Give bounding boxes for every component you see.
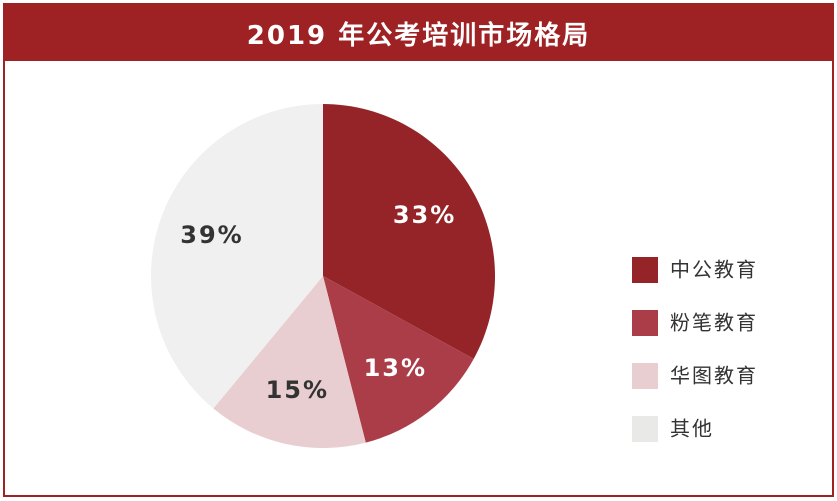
pie-slice-zhonggong: [323, 104, 495, 359]
chart-title: 2019 年公考培训市场格局: [246, 20, 591, 51]
legend-swatch-other: [632, 416, 658, 442]
pie-label-zhonggong: 33%: [393, 201, 456, 229]
pie-slices: [150, 104, 495, 449]
pie-slice-other: [150, 104, 323, 409]
pie-label-other: 39%: [180, 221, 243, 249]
legend-label-fenbi: 粉笔教育: [670, 311, 758, 335]
pie-label-huatu: 15%: [266, 376, 329, 404]
legend-swatch-zhonggong: [632, 257, 658, 283]
pie-slice-huatu: [213, 276, 366, 449]
title-bar: 2019 年公考培训市场格局: [5, 5, 832, 61]
legend-label-huatu: 华图教育: [670, 364, 758, 388]
legend-label-other: 其他: [670, 417, 714, 441]
legend-swatch-fenbi: [632, 310, 658, 336]
pie-label-fenbi: 13%: [364, 354, 427, 382]
legend-label-zhonggong: 中公教育: [670, 258, 758, 282]
legend-swatch-huatu: [632, 363, 658, 389]
pie-percent-labels: 33% 13% 15% 39%: [180, 201, 456, 404]
pie-slice-fenbi: [323, 276, 474, 443]
